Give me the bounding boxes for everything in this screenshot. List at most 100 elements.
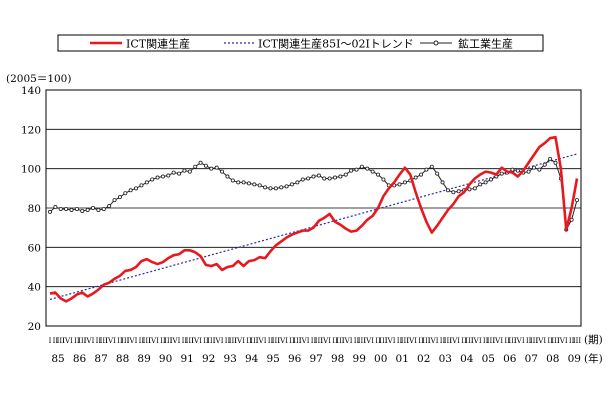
data-point (338, 174, 343, 179)
x-year-label: 99 (353, 353, 366, 365)
x-quarter-label: II (504, 337, 510, 345)
x-quarter-label: II (139, 337, 145, 345)
data-point (263, 185, 268, 190)
data-point (53, 205, 58, 210)
data-point (445, 188, 450, 193)
data-point (96, 207, 101, 212)
data-point (537, 167, 542, 172)
x-quarter-label: IV (84, 337, 93, 345)
x-quarter-label: I (328, 337, 331, 345)
x-quarter-label: IV (148, 337, 157, 345)
data-point (553, 160, 558, 165)
x-quarter-label: II (117, 337, 123, 345)
x-quarter-label: II (96, 337, 102, 345)
data-point (327, 176, 332, 181)
y-tick-label: 80 (28, 203, 41, 215)
plot-frame (45, 89, 582, 327)
ict-production-line (49, 135, 579, 303)
x-year-label: 98 (331, 353, 344, 365)
x-quarter-label: I (285, 337, 288, 345)
data-point (107, 204, 112, 209)
x-quarter-label: I (414, 337, 417, 345)
x-quarter-label: II (160, 337, 166, 345)
x-quarter-label: III (121, 337, 130, 345)
data-point (236, 180, 241, 185)
legend-frame (57, 34, 544, 52)
gridlines (46, 128, 581, 288)
data-point (419, 172, 424, 177)
data-point (478, 182, 483, 187)
x-quarter-label: I (522, 337, 525, 345)
x-quarter-label: I (221, 337, 224, 345)
data-point (306, 176, 311, 181)
x-quarter-label: II (332, 337, 338, 345)
y-unit-label: (2005＝100) (6, 73, 71, 85)
x-quarter-label: I (49, 337, 52, 345)
data-point (483, 180, 488, 185)
data-point (515, 168, 520, 173)
x-year-label: 08 (546, 353, 559, 365)
x-quarter-label: IV (557, 337, 566, 345)
x-quarter-label: IV (535, 337, 544, 345)
data-point (74, 206, 79, 211)
data-point (343, 172, 348, 177)
x-year-label: 92 (202, 353, 215, 365)
data-point (413, 175, 418, 180)
x-quarter-label: I (565, 337, 568, 345)
x-quarter-label: III (207, 337, 216, 345)
data-point (214, 165, 219, 170)
x-quarter-label: II (268, 337, 274, 345)
data-point (155, 175, 160, 180)
y-tick-label: 60 (28, 242, 41, 254)
x-quarter-label: III (573, 337, 582, 345)
x-quarter-label: I (479, 337, 482, 345)
data-point (311, 174, 316, 179)
ict-production-series (49, 135, 579, 303)
data-point (160, 174, 165, 179)
data-point (144, 180, 149, 185)
data-point (123, 191, 128, 196)
data-point (177, 171, 182, 176)
x-quarter-label: III (551, 337, 560, 345)
x-quarter-label: I (178, 337, 181, 345)
x-quarter-label: IV (277, 337, 286, 345)
x-year-label: 04 (460, 353, 474, 365)
x-quarter-label: I (436, 337, 439, 345)
x-year-label: 94 (245, 353, 259, 365)
x-quarter-label: I (70, 337, 73, 345)
x-quarter-label: II (418, 337, 424, 345)
x-quarter-label: II (397, 337, 403, 345)
data-point (225, 174, 230, 179)
x-quarter-label: III (379, 337, 388, 345)
data-point (246, 181, 251, 186)
data-point (569, 217, 574, 222)
x-quarter-label: III (186, 337, 195, 345)
x-quarter-label: I (92, 337, 95, 345)
data-point (80, 208, 85, 213)
y-tick-label: 40 (28, 282, 41, 294)
data-point (257, 183, 262, 188)
x-quarter-label: III (315, 337, 324, 345)
x-year-label: 06 (503, 353, 517, 365)
x-quarter-label: III (293, 337, 302, 345)
data-point (85, 207, 90, 212)
x-year-label: 01 (396, 353, 409, 365)
x-quarter-label: IV (385, 337, 394, 345)
x-quarter-label: II (289, 337, 295, 345)
x-year-label: 95 (266, 353, 279, 365)
x-quarter-label: II (440, 337, 446, 345)
data-point (333, 175, 338, 180)
data-point (209, 166, 214, 171)
x-quarter-label: IV (406, 337, 415, 345)
data-point (435, 171, 440, 176)
x-quarter-label: I (371, 337, 374, 345)
x-year-label: 05 (482, 353, 495, 365)
x-quarter-label: I (242, 337, 245, 345)
x-quarter-label: IV (234, 337, 243, 345)
data-point (370, 169, 375, 174)
x-quarter-label: III (422, 337, 431, 345)
x-quarter-label: III (250, 337, 259, 345)
data-point (64, 206, 69, 211)
data-point (279, 185, 284, 190)
